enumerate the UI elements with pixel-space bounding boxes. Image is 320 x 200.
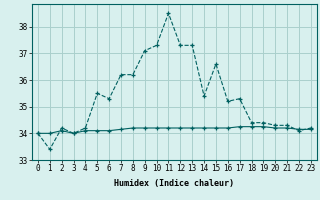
X-axis label: Humidex (Indice chaleur): Humidex (Indice chaleur) [115, 179, 234, 188]
